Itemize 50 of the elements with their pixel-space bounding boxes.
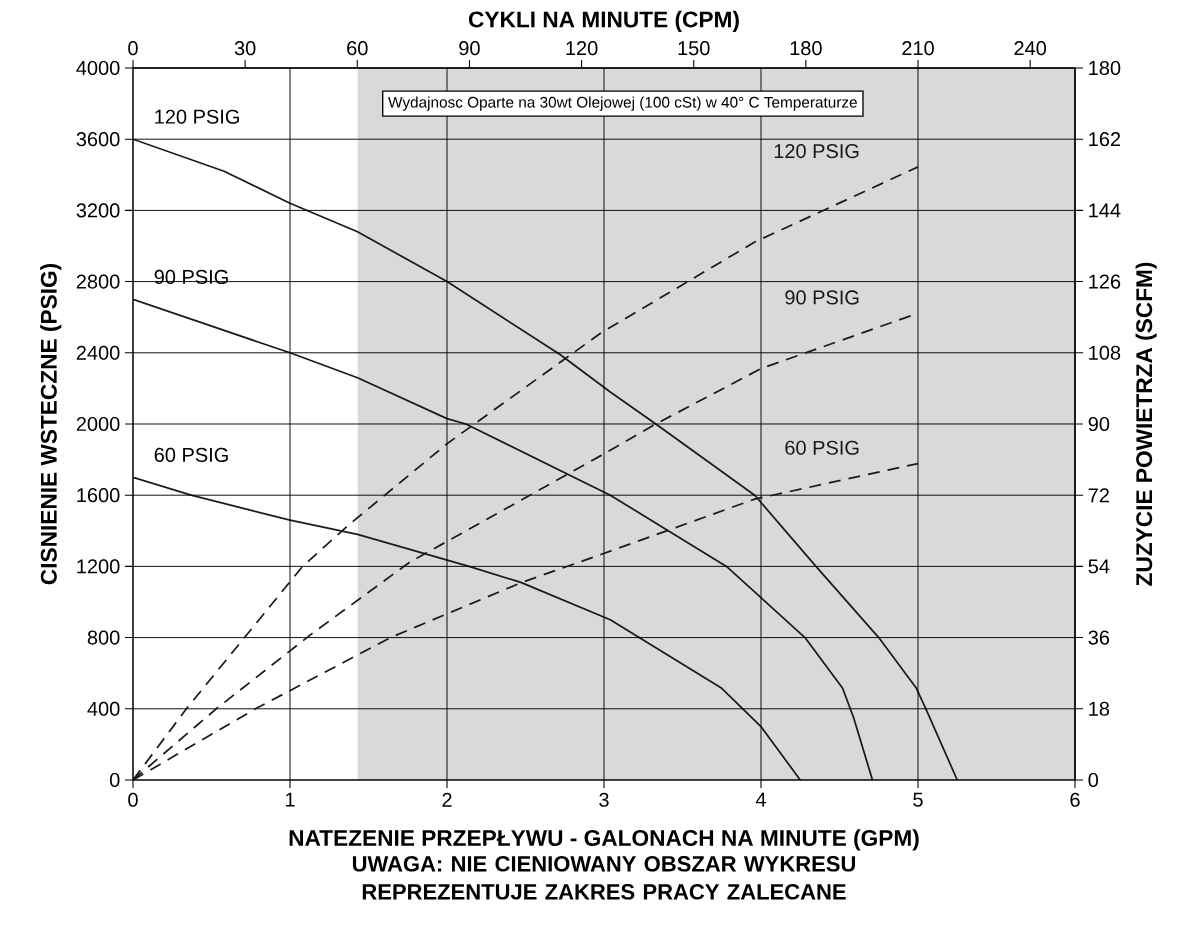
y2-tick-label: 36: [1088, 630, 1110, 645]
x2-tick-label: 30: [234, 41, 256, 56]
x2-tick-label: 180: [790, 41, 822, 56]
annotation: Wydajnosc Oparte na 30wt Olejowej (100 cSt) w 40° C Temperaturze: [388, 96, 857, 111]
y-tick-label: 4000: [76, 60, 120, 76]
y2-tick-label: 108: [1089, 345, 1121, 360]
series-label: 120 PSIG: [774, 144, 859, 159]
y-tick-label: 400: [87, 701, 120, 716]
y2-tick-label: 162: [1089, 132, 1121, 147]
series-label: 60 PSIG: [785, 440, 859, 455]
x-tick-label: 0: [128, 792, 138, 807]
x2-tick-label: 240: [1014, 41, 1047, 56]
x2-tick-label: 0: [128, 41, 138, 56]
y-tick-label: 2800: [76, 274, 120, 289]
text: UWAGA: NIE CIENIOWANY OBSZAR WYKRESU REPREZENTUJE ZAKRES PRACY ZALECANE: [352, 856, 856, 900]
x2-tick-label: 150: [678, 41, 710, 56]
y2-tick-label: 18: [1089, 701, 1110, 716]
x-tick-label: 1: [285, 792, 295, 807]
series-label: 90 PSIG: [785, 290, 859, 305]
y-tick-label: 3600: [76, 132, 120, 147]
y-axis-title: CISNIENIE WSTECZNE (PSIG): [40, 263, 62, 585]
y-tick-label: 1200: [77, 559, 120, 574]
y2-tick-label: 0: [1088, 772, 1099, 788]
x2-tick-label: 120: [566, 41, 598, 56]
x-tick-label: 5: [913, 792, 923, 807]
y-tick-label: 2400: [76, 345, 120, 360]
x-axis-title: NATEZENIE PRZEPŁYWU - GALONACH NA MINUTE (GPM): [289, 829, 919, 851]
x2-tick-label: 90: [459, 41, 480, 56]
y2-tick-label: 72: [1088, 488, 1109, 503]
y2-axis-title: ZUZYCIE POWIETRZA (SCFM): [1135, 262, 1157, 586]
series-label: 120 PSIG: [155, 109, 239, 124]
y2-tick-label: 126: [1089, 274, 1121, 289]
series-label: 90 PSIG: [154, 269, 228, 285]
y-tick-label: 3200: [76, 203, 120, 218]
x-tick-label: 3: [599, 792, 609, 807]
y2-tick-label: 54: [1088, 559, 1110, 574]
y-tick-label: 800: [87, 630, 120, 645]
x2-axis-title: CYKLI NA MINUTE (CPM): [468, 10, 739, 32]
y-tick-label: 1600: [77, 488, 120, 503]
x2-tick-label: 210: [902, 41, 934, 56]
x-tick-label: 6: [1070, 792, 1080, 807]
y2-tick-label: 180: [1089, 60, 1121, 76]
y-tick-label: 0: [109, 772, 120, 788]
x-tick-label: 2: [442, 792, 452, 807]
x-tick-label: 4: [755, 792, 766, 807]
x2-tick-label: 60: [347, 41, 368, 56]
y-tick-label: 2000: [76, 416, 120, 432]
series-label: 60 PSIG: [154, 447, 228, 462]
y2-tick-label: 144: [1089, 203, 1121, 218]
y2-tick-label: 90: [1088, 416, 1110, 432]
